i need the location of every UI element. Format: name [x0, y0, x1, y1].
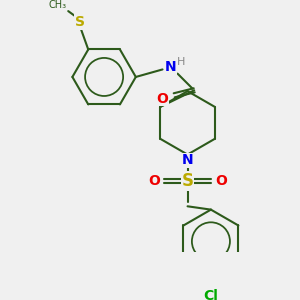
Text: Cl: Cl	[203, 290, 218, 300]
Text: S: S	[182, 172, 194, 190]
Text: N: N	[165, 60, 177, 74]
Text: O: O	[215, 174, 227, 188]
Text: N: N	[182, 153, 194, 167]
Text: CH₃: CH₃	[48, 0, 66, 10]
Text: O: O	[148, 174, 160, 188]
Text: O: O	[157, 92, 169, 106]
Text: H: H	[177, 57, 185, 67]
Text: S: S	[75, 15, 85, 29]
